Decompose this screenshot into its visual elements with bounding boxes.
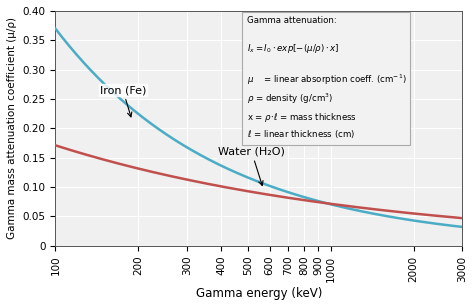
Y-axis label: Gamma mass attenuation coefficient (μ/ρ): Gamma mass attenuation coefficient (μ/ρ)	[7, 17, 17, 239]
Text: Water (H₂O): Water (H₂O)	[218, 147, 285, 185]
Text: Iron (Fe): Iron (Fe)	[100, 85, 146, 117]
X-axis label: Gamma energy (keV): Gamma energy (keV)	[195, 287, 322, 300]
Text: Gamma attenuation:

$I_x = I_0\cdot exp[-(\mu/\rho)\cdot x]$

$\mu$    = linear : Gamma attenuation: $I_x = I_0\cdot exp[-…	[246, 16, 406, 140]
